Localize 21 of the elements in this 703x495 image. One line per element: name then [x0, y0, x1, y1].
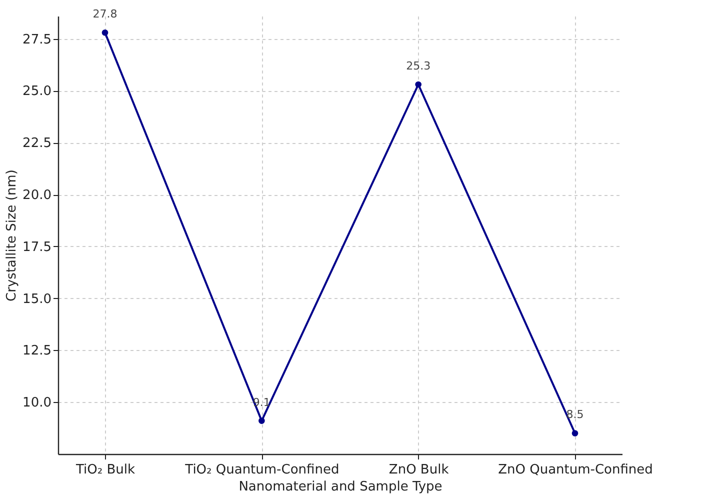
data-label: 8.5 [566, 408, 584, 422]
data-label: 25.3 [406, 60, 431, 72]
x-tick-label: ZnO Quantum-Confined [498, 462, 653, 478]
y-tick-label: 25.0 [22, 84, 52, 100]
y-tick-label: 12.5 [22, 344, 52, 359]
y-tick-label: 20.0 [22, 188, 52, 204]
y-tick-label: 15.0 [22, 292, 52, 307]
y-tick-label: 10.0 [22, 396, 52, 411]
x-tick-label: TiO₂ Quantum-Confined [184, 462, 340, 478]
y-axis-title: Crystallite Size (nm) [4, 170, 20, 302]
point [258, 418, 265, 424]
point [572, 430, 578, 436]
x-tick-label: ZnO Bulk [388, 462, 450, 478]
point [415, 81, 422, 88]
x-axis-title: Nanomaterial and Sample Type [238, 480, 442, 494]
x-tick-label: TiO₂ Bulk [74, 462, 136, 478]
y-tick-label: 17.5 [22, 240, 52, 255]
data-label: 27.8 [92, 8, 118, 21]
y-tick-label: 27.5 [22, 32, 52, 48]
y-tick-label: 22.5 [22, 136, 52, 152]
point [102, 29, 108, 36]
